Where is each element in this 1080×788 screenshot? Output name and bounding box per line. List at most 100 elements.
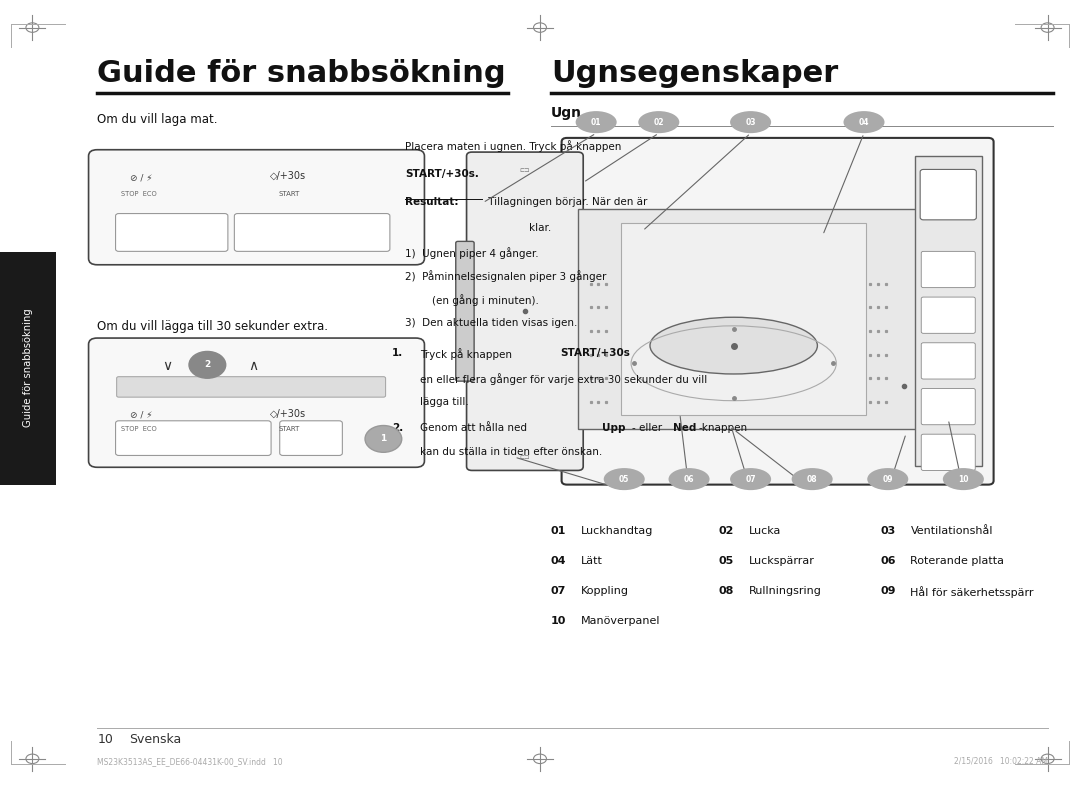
- Text: 05: 05: [718, 556, 733, 567]
- Text: 05: 05: [619, 474, 630, 484]
- Text: Upp: Upp: [602, 423, 625, 433]
- Text: 07: 07: [551, 586, 566, 597]
- FancyBboxPatch shape: [0, 252, 56, 485]
- FancyBboxPatch shape: [467, 152, 583, 470]
- Ellipse shape: [650, 318, 818, 374]
- Text: (en gång i minuten).: (en gång i minuten).: [432, 294, 539, 306]
- Text: 04: 04: [859, 117, 869, 127]
- Text: START: START: [279, 191, 300, 197]
- FancyBboxPatch shape: [921, 251, 975, 288]
- Text: 2/15/2016   10:02:22 AM: 2/15/2016 10:02:22 AM: [954, 757, 1048, 766]
- Text: Genom att hålla ned: Genom att hålla ned: [420, 423, 530, 433]
- Text: 10: 10: [97, 733, 113, 745]
- Text: 2)  Påminnelsesignalen piper 3 gånger: 2) Påminnelsesignalen piper 3 gånger: [405, 270, 606, 282]
- Text: ⊏⊐: ⊏⊐: [519, 169, 530, 173]
- Ellipse shape: [669, 468, 710, 490]
- Text: Luckspärrar: Luckspärrar: [748, 556, 814, 567]
- Text: ◇/+30s: ◇/+30s: [270, 409, 306, 418]
- Ellipse shape: [792, 468, 833, 490]
- Text: ⊘ / ⚡: ⊘ / ⚡: [130, 173, 152, 183]
- Text: klar.: klar.: [529, 223, 552, 233]
- Text: Rullningsring: Rullningsring: [748, 586, 821, 597]
- FancyBboxPatch shape: [89, 338, 424, 467]
- Text: en eller flera gånger för varje extra 30 sekunder du vill: en eller flera gånger för varje extra 30…: [420, 374, 707, 385]
- Ellipse shape: [867, 468, 908, 490]
- Text: 06: 06: [880, 556, 895, 567]
- Text: Lätt: Lätt: [581, 556, 603, 567]
- Text: ⊏⊐: ⊏⊐: [519, 455, 530, 460]
- Text: 10: 10: [958, 474, 969, 484]
- Ellipse shape: [576, 111, 617, 133]
- Text: 10: 10: [551, 616, 566, 626]
- Text: 09: 09: [882, 474, 893, 484]
- Circle shape: [365, 426, 402, 452]
- Text: Manöverpanel: Manöverpanel: [581, 616, 661, 626]
- FancyBboxPatch shape: [921, 434, 975, 470]
- Text: 08: 08: [807, 474, 818, 484]
- Text: Roterande platta: Roterande platta: [910, 556, 1004, 567]
- FancyBboxPatch shape: [280, 421, 342, 455]
- Text: 09: 09: [880, 586, 895, 597]
- Text: Om du vill laga mat.: Om du vill laga mat.: [97, 113, 218, 126]
- Text: STOP  ECO: STOP ECO: [121, 191, 157, 197]
- Text: 03: 03: [880, 526, 895, 537]
- Text: START: START: [279, 426, 300, 433]
- Text: 3)  Den aktuella tiden visas igen.: 3) Den aktuella tiden visas igen.: [405, 318, 578, 328]
- FancyBboxPatch shape: [921, 343, 975, 379]
- Text: 02: 02: [653, 117, 664, 127]
- FancyBboxPatch shape: [456, 241, 474, 381]
- Text: 1)  Ugnen piper 4 gånger.: 1) Ugnen piper 4 gånger.: [405, 247, 539, 258]
- Text: Koppling: Koppling: [581, 586, 629, 597]
- Ellipse shape: [843, 111, 885, 133]
- FancyBboxPatch shape: [116, 214, 228, 251]
- Text: Svenska: Svenska: [130, 733, 181, 745]
- Ellipse shape: [730, 111, 771, 133]
- Text: MS23K3513AS_EE_DE66-04431K-00_SV.indd   10: MS23K3513AS_EE_DE66-04431K-00_SV.indd 10: [97, 757, 283, 766]
- Text: 04: 04: [551, 556, 566, 567]
- Text: - eller: - eller: [632, 423, 665, 433]
- Text: Luckhandtag: Luckhandtag: [581, 526, 653, 537]
- FancyBboxPatch shape: [562, 138, 994, 485]
- Text: 2.: 2.: [392, 423, 403, 433]
- Text: kan du ställa in tiden efter önskan.: kan du ställa in tiden efter önskan.: [420, 447, 603, 457]
- Text: Placera maten i ugnen. Tryck på knappen: Placera maten i ugnen. Tryck på knappen: [405, 140, 621, 152]
- Ellipse shape: [604, 468, 645, 490]
- FancyBboxPatch shape: [578, 209, 918, 429]
- Text: Tillagningen börjar. När den är: Tillagningen börjar. När den är: [485, 197, 647, 207]
- FancyBboxPatch shape: [89, 150, 424, 265]
- Ellipse shape: [943, 468, 984, 490]
- FancyBboxPatch shape: [116, 421, 271, 455]
- Text: START/+30s: START/+30s: [561, 348, 631, 359]
- Text: 08: 08: [718, 586, 733, 597]
- Text: Ugn: Ugn: [551, 106, 582, 120]
- FancyBboxPatch shape: [921, 297, 975, 333]
- Text: ◇/+30s: ◇/+30s: [270, 171, 306, 180]
- Text: Guide för snabbsökning: Guide för snabbsökning: [97, 59, 505, 88]
- FancyBboxPatch shape: [921, 388, 975, 425]
- Text: -knappen: -knappen: [699, 423, 747, 433]
- Text: Ned: Ned: [673, 423, 697, 433]
- Text: 1: 1: [380, 434, 387, 444]
- Text: 2: 2: [204, 360, 211, 370]
- Text: Guide för snabbsökning: Guide för snabbsökning: [23, 309, 33, 427]
- Text: 01: 01: [591, 117, 602, 127]
- Text: STOP  ECO: STOP ECO: [121, 426, 157, 433]
- Text: Ugnsegenskaper: Ugnsegenskaper: [551, 59, 838, 88]
- FancyBboxPatch shape: [920, 169, 976, 220]
- Text: 07: 07: [745, 474, 756, 484]
- FancyBboxPatch shape: [621, 223, 866, 415]
- Text: ∧: ∧: [248, 359, 258, 374]
- FancyBboxPatch shape: [234, 214, 390, 251]
- Text: 03: 03: [745, 117, 756, 127]
- Text: 06: 06: [684, 474, 694, 484]
- Text: ⊘ / ⚡: ⊘ / ⚡: [130, 411, 152, 420]
- Text: Resultat:: Resultat:: [405, 197, 459, 207]
- Text: Ventilationshål: Ventilationshål: [910, 526, 993, 537]
- Text: ∨: ∨: [162, 359, 172, 374]
- Text: Hål för säkerhetsspärr: Hål för säkerhetsspärr: [910, 586, 1034, 598]
- FancyBboxPatch shape: [117, 377, 386, 397]
- Text: 1.: 1.: [392, 348, 403, 359]
- Text: START/+30s.: START/+30s.: [405, 169, 478, 179]
- Text: lägga till.: lägga till.: [420, 397, 469, 407]
- Text: 02: 02: [718, 526, 733, 537]
